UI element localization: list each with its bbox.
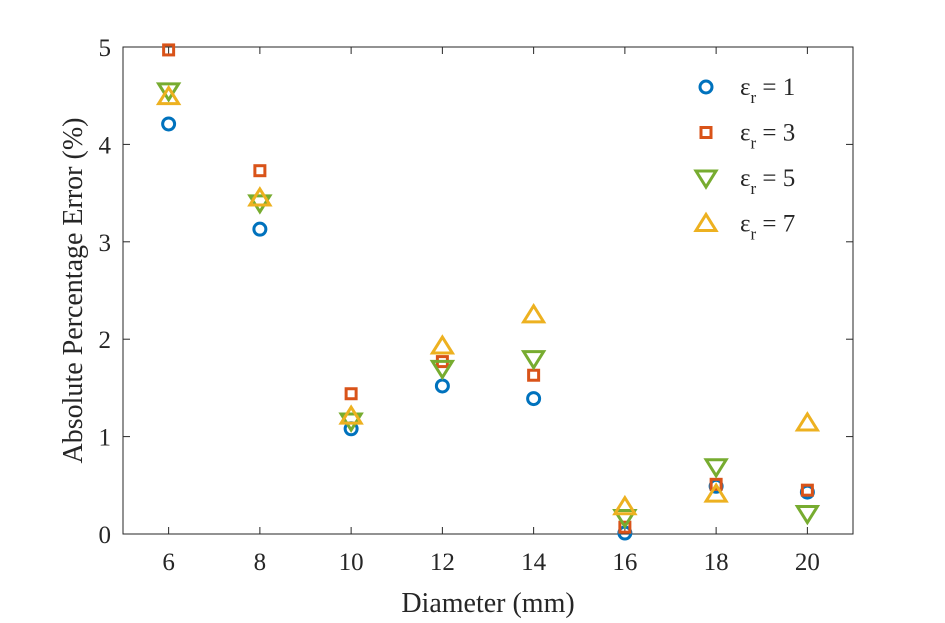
data-point	[162, 43, 176, 57]
legend-item: εr = 1	[698, 74, 795, 107]
data-point	[520, 303, 547, 324]
data-point	[800, 483, 814, 497]
data-point	[155, 84, 182, 106]
legend-label: εr = 1	[740, 74, 795, 107]
data-point	[703, 458, 729, 479]
data-point	[253, 164, 267, 178]
data-point	[429, 359, 456, 381]
legend-marker	[693, 211, 719, 232]
x-tick-label: 6	[162, 549, 175, 576]
y-tick-label: 1	[99, 425, 112, 452]
x-tick-label: 20	[795, 549, 820, 576]
data-point	[338, 404, 364, 425]
data-point	[794, 505, 821, 526]
legend-item: εr = 3	[699, 120, 795, 153]
legend: εr = 1 εr = 3 εr = 5 εr = 7	[693, 74, 795, 244]
data-point	[703, 482, 729, 503]
x-tick-label: 16	[612, 549, 637, 576]
x-axis-ticks: 6 8 10 12 14 16 18 20	[162, 47, 820, 576]
x-axis-label: Diameter (mm)	[401, 588, 574, 619]
data-point	[155, 82, 182, 103]
data-points	[155, 43, 821, 541]
y-tick-label: 4	[99, 132, 112, 159]
data-point	[520, 350, 547, 371]
data-point	[618, 520, 632, 534]
data-point	[344, 387, 358, 401]
data-point	[709, 477, 723, 491]
data-point	[161, 116, 177, 132]
legend-marker	[699, 126, 713, 139]
plot-area	[122, 46, 854, 535]
legend-marker	[693, 169, 719, 190]
x-tick-label: 8	[254, 549, 267, 576]
x-tick-label: 14	[521, 549, 547, 576]
series-4	[155, 84, 821, 516]
y-axis-label: Absolute Percentage Error (%)	[58, 118, 89, 464]
legend-label: εr = 3	[740, 120, 795, 153]
data-point	[526, 391, 542, 407]
data-point	[429, 334, 456, 355]
x-tick-label: 18	[704, 549, 729, 576]
y-tick-label: 2	[99, 327, 112, 354]
legend-item: εr = 5	[693, 165, 795, 198]
y-tick-label: 5	[99, 35, 112, 62]
x-tick-label: 10	[339, 549, 364, 576]
data-point	[612, 508, 638, 530]
data-point	[252, 221, 268, 237]
legend-label: εr = 7	[740, 211, 795, 244]
y-tick-label: 3	[99, 230, 112, 257]
data-point	[794, 411, 821, 432]
data-point	[247, 186, 273, 207]
y-tick-label: 0	[99, 522, 112, 549]
legend-marker	[698, 79, 714, 95]
legend-label: εr = 5	[740, 165, 795, 198]
y-axis-ticks: 0 1 2 3 4 5	[99, 35, 853, 549]
legend-item: εr = 7	[693, 211, 795, 244]
series-2	[162, 43, 814, 534]
data-point	[612, 494, 638, 516]
x-tick-label: 12	[430, 549, 455, 576]
